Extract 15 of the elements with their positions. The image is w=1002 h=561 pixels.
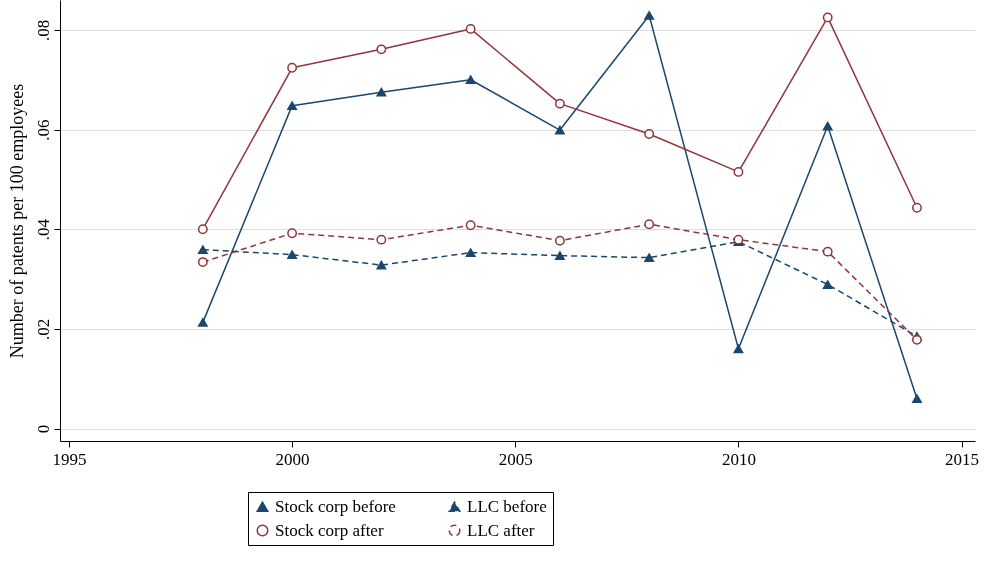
x-tick-label: 2005	[498, 449, 533, 469]
y-tick-label: .08	[33, 19, 53, 42]
legend-label: Stock corp after	[275, 520, 384, 540]
y-tick-label: 0	[33, 424, 53, 434]
legend-label: LLC before	[467, 496, 547, 516]
y-tick-label: .06	[33, 119, 53, 141]
legend-label: Stock corp before	[275, 496, 396, 516]
legend-label: LLC after	[467, 520, 535, 540]
y-axis-title: Number of patents per 100 employees	[6, 83, 27, 359]
y-tick-label: .04	[33, 218, 53, 241]
x-tick-label: 2010	[721, 449, 756, 469]
x-tick-label: 2000	[275, 449, 310, 469]
x-tick-label: 1995	[52, 449, 87, 469]
y-tick-label: .02	[33, 318, 53, 341]
x-tick-label: 2015	[945, 449, 980, 469]
